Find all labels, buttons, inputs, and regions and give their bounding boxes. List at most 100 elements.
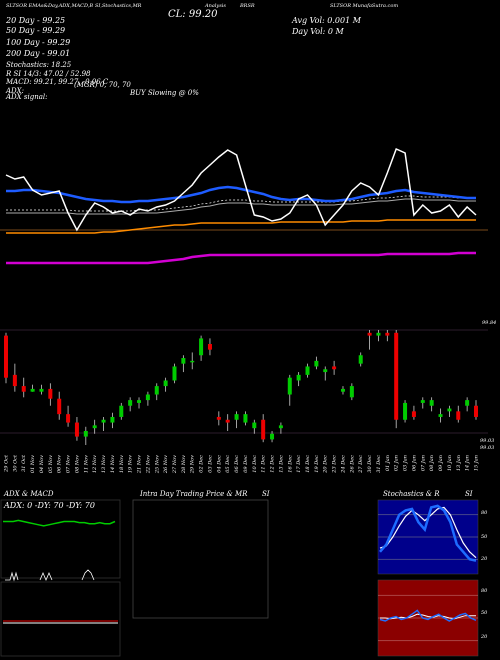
stoch-panel-title: Stochastics & R bbox=[383, 490, 440, 498]
candle-body bbox=[438, 414, 443, 417]
ema100-label: 100 Day - 99.29 bbox=[6, 38, 71, 47]
date-tick-label: 05 Nov bbox=[48, 455, 54, 473]
date-tick-label: 03 Jan bbox=[403, 455, 409, 471]
date-tick-label: 09 Dec bbox=[243, 455, 249, 473]
candle-body bbox=[57, 398, 62, 415]
candle-body bbox=[429, 400, 434, 406]
candle-body bbox=[358, 355, 363, 364]
date-tick-label: 19 Nov bbox=[128, 455, 134, 473]
candle-body bbox=[332, 366, 337, 370]
ema200-label: 200 Day - 99.01 bbox=[6, 49, 71, 58]
price-axis-top: 99.84 bbox=[482, 320, 497, 326]
stoch-si-label: SI bbox=[465, 490, 473, 498]
ema20-label: 20 Day - 99.25 bbox=[6, 16, 66, 25]
adx-panel-frame bbox=[0, 499, 121, 579]
candle-body bbox=[287, 377, 292, 395]
date-tick-label: 18 Nov bbox=[119, 455, 125, 473]
candle-body bbox=[296, 374, 301, 381]
price-dotted-line bbox=[6, 195, 476, 212]
header-right-b: BRSR bbox=[240, 3, 255, 9]
rsi-panel-bg bbox=[377, 579, 479, 657]
candle-body bbox=[207, 344, 212, 350]
date-tick-label: 29 Oct bbox=[4, 454, 10, 473]
price-chart: 29 Oct 30 Oct 31 Oct 01 Nov 04 Nov 05 Nov 06 N… bbox=[0, 147, 488, 474]
ema50-line bbox=[6, 198, 476, 215]
adx-plus-line bbox=[3, 519, 116, 527]
candle-body bbox=[305, 366, 310, 375]
stoch-axis-80: 80 bbox=[481, 510, 488, 516]
date-tick-label: 31 Oct bbox=[21, 454, 27, 472]
date-tick-label: 14 Nov bbox=[110, 455, 116, 473]
intra-panel-frame bbox=[132, 499, 269, 619]
candle-body bbox=[456, 411, 461, 420]
date-tick-label: 27 Dec bbox=[358, 455, 364, 474]
stoch-signal-line bbox=[379, 506, 477, 559]
candle-body bbox=[163, 380, 168, 387]
candle-body bbox=[145, 394, 150, 401]
date-tick-label: 16 Dec bbox=[287, 455, 293, 473]
adx-di-line bbox=[5, 569, 95, 582]
date-tick-label: 03 Dec bbox=[207, 455, 213, 473]
candle-body bbox=[403, 402, 408, 420]
date-tick-label: 20 Dec bbox=[323, 455, 329, 474]
date-tick-label: 30 Dec bbox=[367, 455, 373, 473]
date-tick-label: 23 Dec bbox=[332, 455, 338, 474]
candle-body bbox=[137, 400, 142, 403]
date-tick-label: 25 Nov bbox=[154, 455, 160, 474]
candle-body bbox=[83, 430, 88, 437]
candle-body bbox=[270, 433, 275, 440]
date-tick-label: 02 Jan bbox=[394, 455, 400, 471]
date-tick-label: 05 Dec bbox=[225, 455, 231, 473]
rsi-label: R SI 14/3: 47.02 / 52.98 bbox=[6, 70, 91, 78]
date-tick-label: 12 Nov bbox=[92, 455, 98, 473]
candle-body bbox=[243, 414, 248, 423]
date-tick-label: 08 Nov bbox=[74, 455, 80, 473]
stoch-axis-20: 20 bbox=[481, 556, 488, 562]
candle-body bbox=[110, 416, 115, 423]
date-tick-label: 13 Dec bbox=[278, 455, 284, 473]
candle-body bbox=[128, 400, 133, 406]
candle-body bbox=[21, 386, 26, 392]
header-left: SLTSOR EMAs&Day,ADX,MACD,B bbox=[6, 3, 94, 9]
date-tick-label: 04 Nov bbox=[39, 455, 45, 473]
date-tick-label: 08 Jan bbox=[429, 455, 435, 471]
date-tick-label: 01 Jan bbox=[385, 455, 391, 471]
date-tick-label: 17 Dec bbox=[296, 455, 302, 473]
day-vol-label: Day Vol: 0 M bbox=[292, 27, 344, 36]
date-tick-label: 10 Dec bbox=[252, 455, 258, 473]
date-tick-label: 21 Nov bbox=[137, 455, 143, 474]
date-tick-label: 30 Oct bbox=[12, 454, 18, 472]
candle-body bbox=[447, 408, 452, 412]
date-tick-label: 06 Jan bbox=[411, 455, 417, 471]
candle-body bbox=[225, 419, 230, 423]
cl-label: CL: 99.20 bbox=[168, 9, 218, 20]
date-tick-label: 13 Nov bbox=[101, 455, 107, 473]
date-tick-label: 29 Nov bbox=[190, 455, 196, 474]
adx-readout: ADX: 0 -DY: 70 -DY: 70 bbox=[4, 501, 95, 510]
date-tick-label: 24 Dec bbox=[340, 455, 346, 474]
date-tick-label: 14 Jan bbox=[465, 455, 471, 471]
candle-body bbox=[48, 388, 53, 399]
ema200-line bbox=[6, 251, 476, 265]
price-axis-bottom-a: 99.03 bbox=[480, 438, 495, 444]
stoch-k-line bbox=[379, 504, 477, 562]
candle-body bbox=[181, 358, 186, 364]
candle-body bbox=[101, 419, 106, 423]
date-tick-label: 07 Nov bbox=[66, 455, 72, 473]
candle-body bbox=[376, 332, 381, 336]
candle-body bbox=[154, 386, 159, 395]
date-tick-label: 26 Nov bbox=[163, 455, 169, 474]
intra-panel-title: Intra Day Trading Price & MR bbox=[140, 490, 248, 498]
date-tick-label: 02 Dec bbox=[199, 455, 205, 473]
ema20-line bbox=[6, 185, 476, 204]
candle-body bbox=[92, 425, 97, 429]
mgr-label: (MGR) 0, 70, 70 bbox=[74, 81, 131, 89]
intra-si-label: SI bbox=[262, 490, 270, 498]
candle-body bbox=[30, 388, 35, 392]
candle-body bbox=[252, 422, 257, 429]
date-tick-label: 31 Dec bbox=[376, 455, 382, 473]
date-tick-label: 04 Dec bbox=[216, 455, 222, 473]
date-tick-label: 06 Dec bbox=[234, 455, 240, 473]
date-tick-label: 06 Nov bbox=[57, 455, 63, 473]
header-right-a: Analysis bbox=[205, 3, 226, 9]
